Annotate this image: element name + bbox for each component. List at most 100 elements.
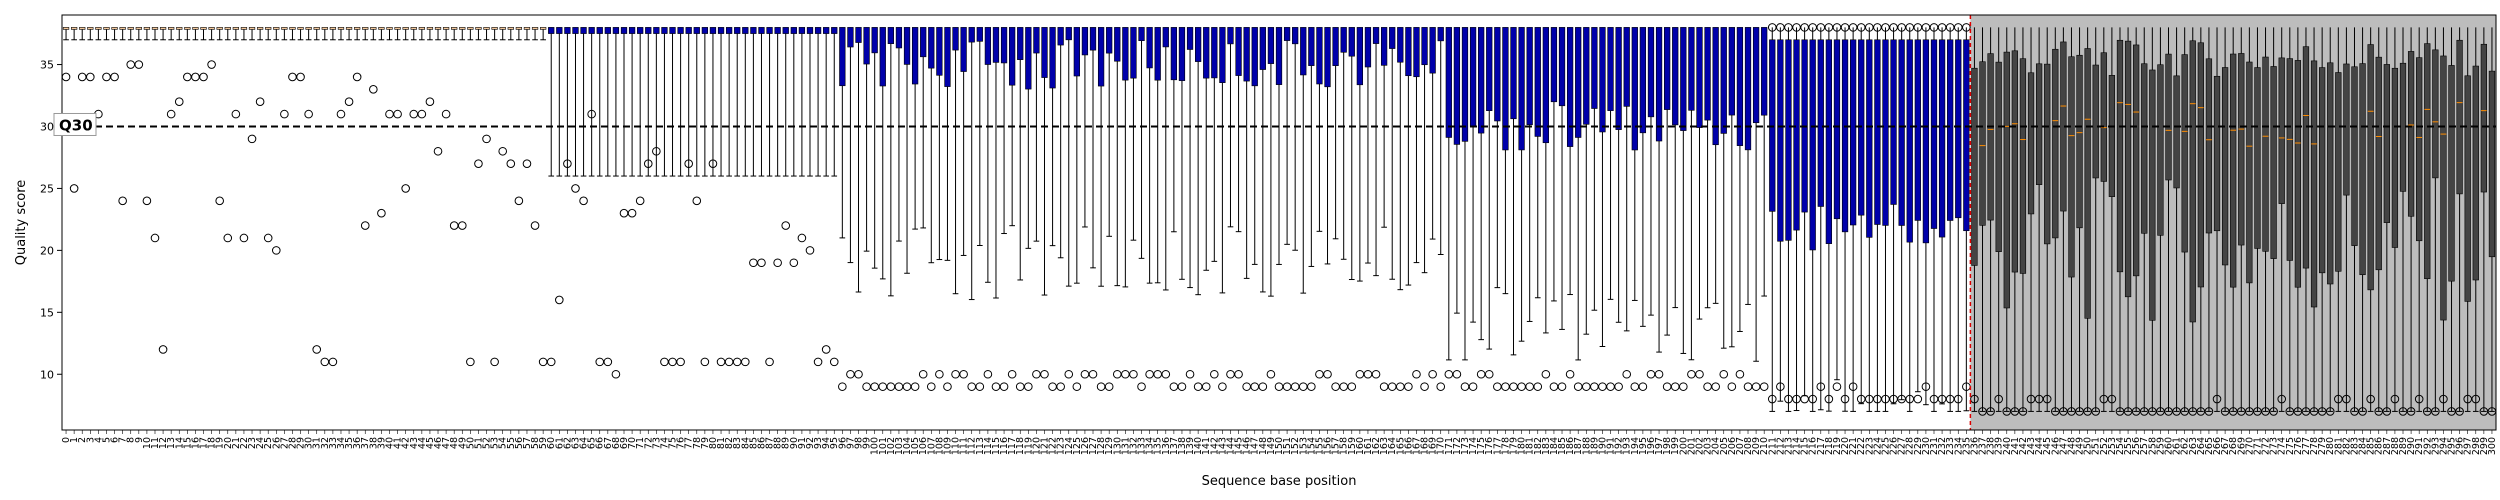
box-body — [1664, 27, 1671, 110]
box-mark — [959, 27, 968, 379]
x-tick-label: 173 — [1460, 437, 1471, 455]
box-body — [523, 27, 531, 30]
x-tick-label: 259 — [2155, 437, 2166, 455]
box-body — [1453, 27, 1461, 145]
outlier-point — [312, 345, 322, 354]
box-body — [2432, 49, 2439, 179]
box-mark — [377, 27, 386, 218]
outlier-point — [482, 134, 491, 144]
x-tick-label: 281 — [2333, 437, 2344, 455]
x-tick-label: 212 — [1775, 437, 1786, 455]
x-tick-label: 154 — [1306, 437, 1317, 455]
box-body — [920, 27, 927, 58]
x-tick-label: 185 — [1557, 437, 1568, 455]
outlier-point — [199, 72, 208, 82]
x-tick-label: 213 — [1783, 437, 1794, 455]
outlier-point — [757, 258, 766, 268]
outlier-point — [1719, 369, 1729, 379]
box-mark — [1056, 27, 1065, 391]
x-tick-label: 31 — [312, 437, 323, 449]
x-tick-label: 268 — [2228, 437, 2239, 455]
box-body — [2092, 64, 2099, 179]
x-tick-label: 169 — [1428, 437, 1439, 455]
x-tick-label: 240 — [2002, 437, 2013, 455]
box-mark — [1323, 27, 1332, 379]
box-body — [863, 27, 870, 65]
box-mark — [1727, 27, 1737, 391]
box-mark — [1776, 23, 1785, 402]
box-body — [1397, 27, 1404, 63]
x-tick-label: 265 — [2204, 437, 2215, 455]
x-tick-label: 85 — [748, 437, 759, 449]
x-tick-label: 16 — [190, 437, 201, 449]
outlier-point — [1177, 382, 1187, 391]
x-tick-label: 30 — [304, 437, 315, 449]
box-body — [653, 27, 660, 34]
box-marks — [61, 23, 2497, 416]
outlier-point — [1484, 369, 1494, 379]
box-mark — [805, 27, 815, 255]
box-mark — [635, 27, 645, 206]
y-tick-label: 30 — [40, 120, 54, 133]
outlier-point — [1735, 369, 1745, 379]
outlier-point — [983, 369, 993, 379]
box-body — [1300, 27, 1307, 76]
box-body — [572, 27, 579, 34]
box-mark — [2018, 27, 2028, 416]
box-body — [798, 27, 806, 34]
box-body — [135, 27, 142, 30]
outlier-point — [150, 233, 160, 243]
box-body — [1170, 27, 1178, 81]
outlier-point — [498, 146, 508, 156]
box-body — [1106, 27, 1113, 54]
x-tick-label: 59 — [538, 437, 549, 449]
x-tick-label: 201 — [1686, 437, 1697, 455]
outlier-point — [652, 146, 661, 156]
box-body — [410, 27, 417, 30]
box-body — [240, 27, 248, 30]
x-tick-label: 170 — [1436, 437, 1447, 455]
outlier-point — [86, 72, 95, 82]
outlier-point — [174, 97, 184, 107]
box-mark — [457, 27, 467, 230]
box-body — [281, 27, 288, 30]
box-body — [548, 27, 555, 34]
outlier-point — [1808, 394, 1818, 404]
outlier-point — [2390, 394, 2400, 404]
x-tick-label: 207 — [1735, 437, 1746, 455]
outlier-point — [2471, 394, 2481, 404]
box-body — [2076, 54, 2083, 229]
box-body — [119, 27, 126, 30]
box-body — [709, 27, 717, 34]
box-body — [1599, 27, 1606, 133]
box-body — [1542, 27, 1549, 144]
box-mark — [975, 27, 985, 391]
box-body — [386, 27, 393, 30]
box-mark — [1848, 23, 1858, 412]
outlier-point — [490, 357, 499, 367]
box-body — [992, 27, 1000, 63]
box-body — [2424, 43, 2431, 280]
box-body — [1882, 39, 1889, 226]
box-mark — [223, 27, 233, 243]
box-body — [1186, 27, 1194, 50]
x-tick-label: 18 — [207, 437, 218, 449]
x-tick-label: 221 — [1848, 437, 1859, 455]
box-body — [693, 27, 700, 34]
box-body — [2133, 44, 2140, 277]
box-mark — [2212, 27, 2222, 412]
outlier-point — [635, 196, 645, 206]
box-mark — [466, 27, 475, 367]
box-body — [483, 27, 490, 30]
box-body — [685, 27, 692, 34]
x-tick-label: 237 — [1978, 437, 1989, 455]
box-mark — [1444, 27, 1454, 379]
box-body — [1461, 27, 1469, 142]
box-mark — [619, 27, 629, 218]
box-body — [1995, 61, 2002, 252]
x-tick-label: 1 — [69, 437, 80, 443]
box-mark — [2374, 27, 2384, 416]
x-tick-label: 138 — [1177, 437, 1188, 455]
box-mark — [1573, 27, 1583, 391]
box-mark — [1104, 27, 1114, 391]
